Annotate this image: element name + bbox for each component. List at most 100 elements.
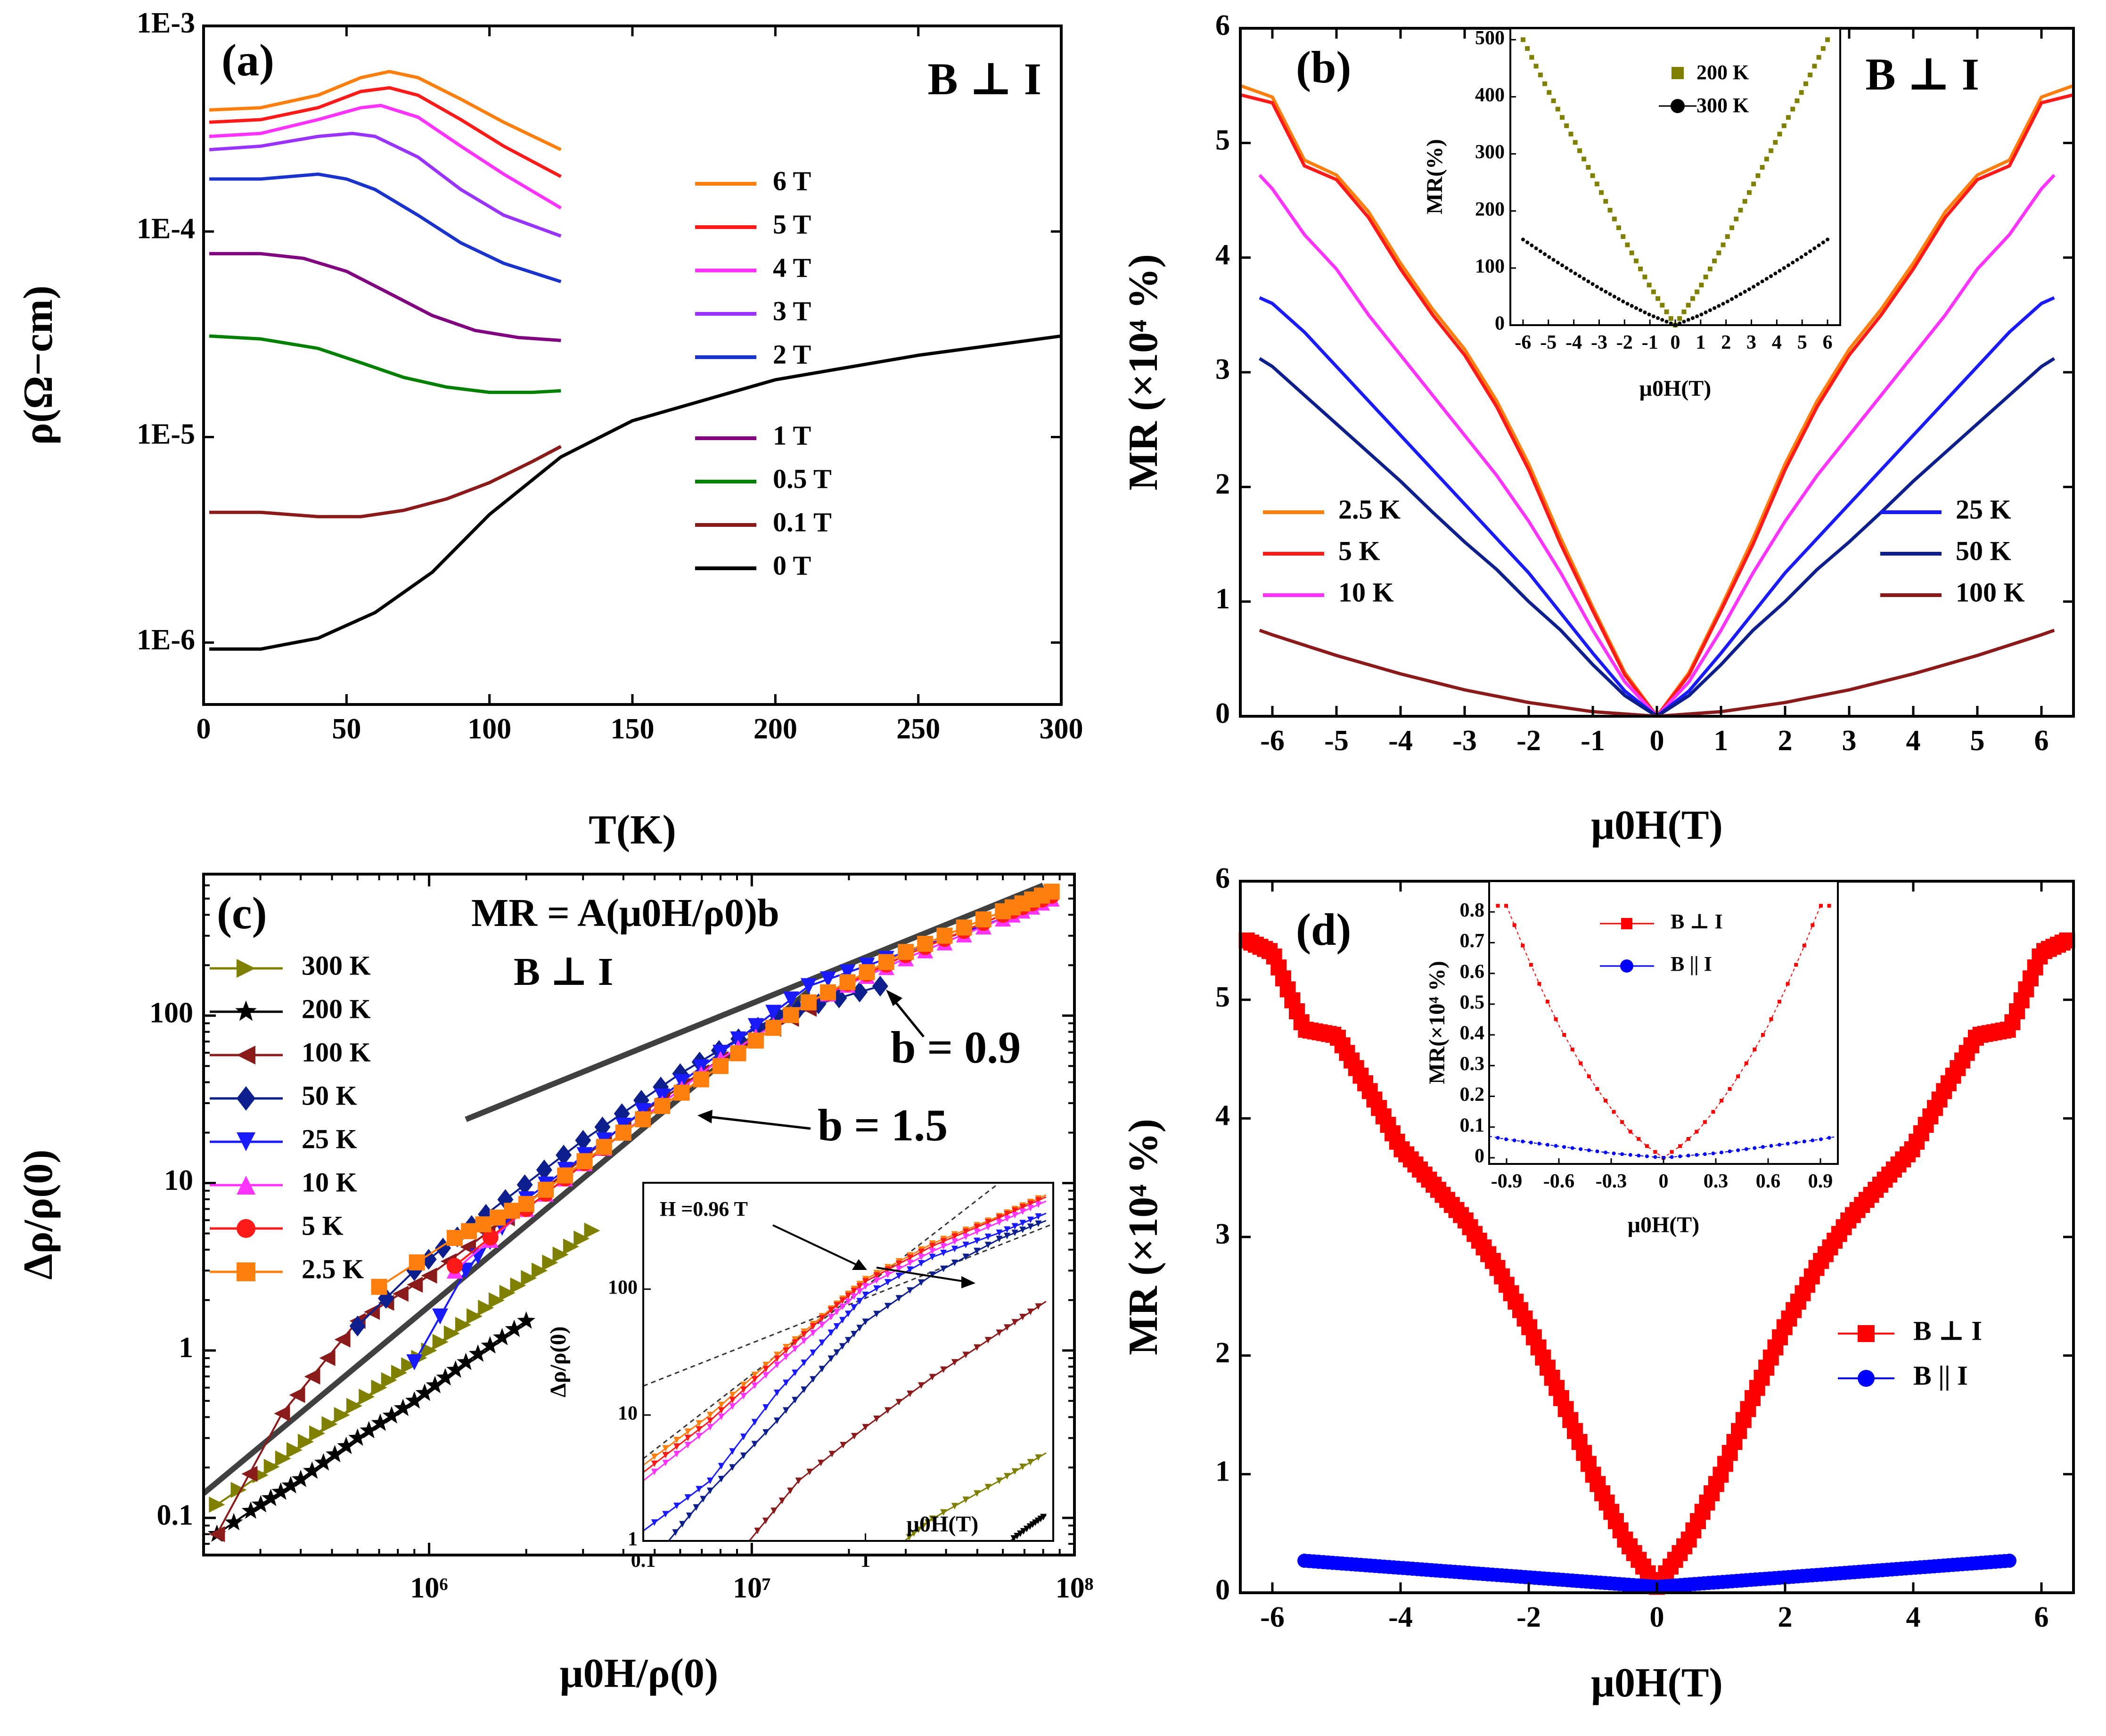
data-point-2p5K [673,1084,690,1101]
curve-0T [209,334,1061,651]
inset-legend-marker [1621,918,1632,929]
inset-point-50K [851,1331,858,1338]
data-point-200K [517,1311,536,1329]
data-point-2p5K [975,911,992,928]
inset-point-5K [762,1366,770,1373]
inset-point-200K [1746,190,1752,195]
data-point-200K [382,1406,401,1424]
inset-x-tick-label: 0.6 [1756,1171,1781,1192]
inset-legend-marker-200K [1672,67,1684,79]
inset-point-50K [693,1504,700,1511]
inset-point-parallel [1554,1144,1558,1148]
inset-point-10K [833,1309,840,1316]
data-point-50K [575,1130,591,1151]
inset-point-300K [1569,269,1573,273]
inset-point-5K [673,1443,680,1450]
inset-point-5K [996,1214,1003,1221]
inset-point-5K [684,1434,691,1441]
curve-4T [209,104,562,210]
inset-point-50K [773,1417,780,1425]
inset-point-25K [783,1379,789,1386]
inset-point-200K [1633,258,1639,263]
inset-point-100K [851,1433,858,1440]
data-point-300K [321,1416,338,1433]
a-y-tick-label: 1E-6 [137,624,195,656]
inset-point-25K [773,1389,780,1396]
c-x-axis-label: μ0H/ρ(0) [560,1651,719,1696]
inset-point-200K [1734,216,1739,221]
b-x-tick-label: 2 [1778,725,1793,757]
data-point-100K [274,1405,290,1422]
inset-point-300K [1699,312,1704,317]
data-point-2p5K [712,1058,729,1074]
b-x-tick-label: 4 [1906,725,1921,757]
inset-point-5K [839,1297,846,1304]
a-panel-label: (a) [221,35,274,85]
inset-x-tick-label: 0 [1671,332,1680,353]
inset-point-50K [792,1397,799,1404]
data-point-300K [510,1277,526,1294]
inset-point-10K [810,1329,817,1336]
data-point-2p5K [820,984,836,1000]
inset-point-200K [1542,81,1548,86]
data-point-100K [392,1286,409,1302]
inset-point-200K [1625,242,1630,247]
inset-dashed-line [643,1183,1001,1459]
inset-point-25K [839,1317,846,1324]
inset-x-tick-label: 4 [1772,332,1782,353]
inset-point-10K [762,1372,770,1379]
data-point-200K [360,1421,378,1439]
inset-point-300K [1040,1514,1047,1521]
inset-point-10K [792,1345,799,1352]
inset-point-200K [1795,98,1800,103]
inset-point-parallel [1545,1143,1549,1147]
inset-point-25K [1011,1223,1018,1230]
inset-point-300K [1612,295,1616,299]
inset-point-25K [833,1323,840,1330]
inset-point-50K [801,1386,808,1393]
arrowhead-b09 [886,990,902,1006]
inset-point-300K [1747,287,1751,291]
inset-point-10K [873,1277,880,1284]
inset-point-200K [1525,46,1530,51]
data-point-2p5K [917,935,934,952]
inset-point-50K [907,1287,914,1294]
c-panel-label: (c) [217,888,267,938]
a-x-tick-label: 200 [754,713,797,745]
inset-point-parallel [1512,1138,1516,1143]
data-point-100K [407,1277,423,1293]
data-point-2p5K [859,964,875,980]
inset-point-300K [1782,266,1786,270]
data-point-300K [455,1317,471,1333]
inset-point-200K [1764,156,1769,162]
inset-point-10K [651,1468,658,1475]
inset-point-200K [1751,181,1756,187]
data-point-2p5K [956,919,972,936]
inset-point-300K [1773,271,1778,276]
inset-point-50K [873,1310,880,1318]
inset-point-25K [801,1359,808,1367]
data-point-25K [800,978,817,994]
inset-point-25K [684,1494,691,1501]
data-point-300K [552,1246,569,1263]
inset-point-200K [1560,115,1565,120]
inset-y-tick-label: 1 [628,1529,638,1550]
inset-point-300K [1817,243,1821,247]
inset-point-perpendicular [1628,1130,1632,1134]
inset-point-100K [806,1468,813,1475]
inset-point-100K [1019,1314,1026,1320]
inset-point-5K [718,1407,725,1414]
inset-point-5K [845,1293,852,1299]
data-point-5K [446,1258,463,1274]
inset-legend-label: 200 K [1696,61,1749,84]
inset-point-25K [951,1245,958,1253]
inset-y-tick-label: 0 [1495,313,1505,335]
inset-point-10K [884,1271,891,1278]
inset-y-tick-label: 0.5 [1460,992,1485,1014]
legend-marker [237,1132,255,1151]
inset-point-perpendicular [1728,1087,1732,1091]
a-y-axis-label: ρ(Ω−cm) [16,286,61,445]
data-point-2p5K [371,1278,387,1295]
inset-point-300K [1803,252,1808,256]
